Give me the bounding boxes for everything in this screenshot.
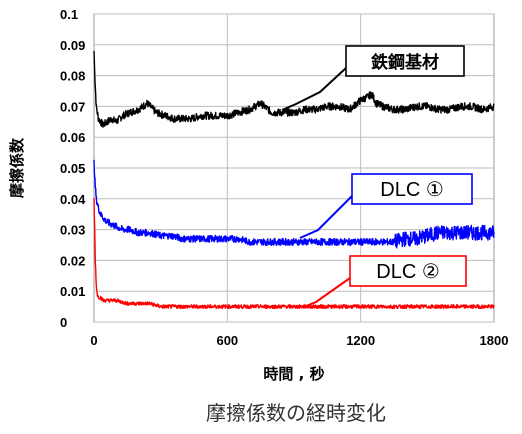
x-tick-label: 600	[216, 333, 238, 348]
y-tick-label: 0.05	[60, 161, 85, 176]
callout-label-1: DLC ①	[380, 179, 444, 201]
x-axis-title: 時間 , 秒	[263, 365, 324, 383]
x-tick-label: 1800	[480, 333, 509, 348]
y-tick-label: 0.04	[60, 192, 86, 207]
callout-box-1	[351, 173, 473, 205]
series-line-2	[93, 197, 495, 310]
x-tick-label: 1200	[346, 333, 375, 348]
x-tick-label: 0	[90, 333, 97, 348]
y-tick-label: 0.1	[60, 7, 78, 22]
y-axis-title: 摩擦係数	[8, 137, 26, 198]
y-tick-label: 0.09	[60, 38, 85, 53]
y-tick-label: 0.07	[60, 99, 85, 114]
callout-label-0: 鉄鋼基材	[371, 52, 439, 73]
y-tick-label: 0.08	[60, 69, 85, 84]
y-tick-label: 0.02	[60, 253, 85, 268]
callout-box-0	[345, 45, 465, 77]
y-tick-label: 0.03	[60, 223, 85, 238]
callout-leader-0	[281, 67, 347, 111]
figure-caption: 摩擦係数の経時変化	[206, 401, 386, 425]
series-line-0	[93, 50, 495, 128]
series-line-1	[93, 159, 495, 249]
callout-box-2	[349, 255, 467, 287]
callout-label-2: DLC ②	[376, 261, 440, 283]
callout-leader-1	[299, 195, 353, 239]
y-tick-label: 0.06	[60, 130, 85, 145]
y-tick-labels: 0 0.01 0.02 0.03 0.04 0.05 0.06 0.07 0.08 0.09 0.1	[60, 7, 86, 330]
series-group	[93, 50, 495, 310]
series-callouts: 鉄鋼基材 DLC ① DLC ②	[281, 45, 473, 307]
callout-leader-2	[305, 277, 351, 307]
y-tick-label: 0	[60, 315, 67, 330]
y-tick-label: 0.01	[60, 284, 85, 299]
x-tick-labels: 0 600 1200 1800	[90, 333, 508, 348]
